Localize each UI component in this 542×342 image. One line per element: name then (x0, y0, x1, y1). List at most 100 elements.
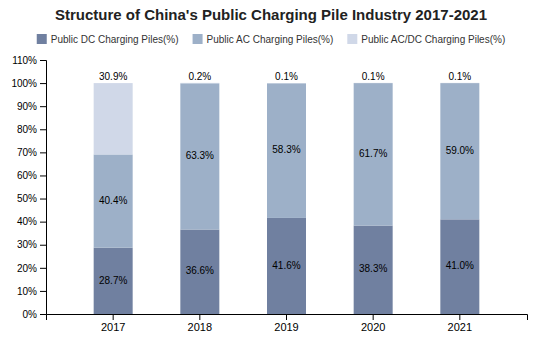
data-label: 30.9% (99, 71, 127, 82)
x-tick-label: 2018 (188, 321, 212, 333)
y-tick: 50% (17, 193, 46, 204)
bar-series (94, 218, 480, 314)
y-tick-mark (40, 291, 46, 292)
data-label: 41.6% (272, 260, 300, 271)
y-tick-mark (40, 106, 46, 107)
y-tick-label: 0% (23, 309, 38, 320)
bar-series (94, 83, 480, 155)
x-tick: 2019 (274, 314, 298, 333)
y-tick: 10% (17, 286, 46, 297)
title: Structure of China's Public Charging Pil… (55, 6, 487, 23)
data-label: 28.7% (99, 275, 127, 286)
legend-swatch (347, 34, 357, 44)
data-label: 58.3% (272, 144, 300, 155)
bar (354, 83, 393, 225)
legend-swatch (37, 34, 47, 44)
chart: Structure of China's Public Charging Pil… (0, 0, 542, 342)
x-tick-mark (199, 314, 200, 320)
y-tick-label: 110% (12, 55, 37, 66)
bar (94, 248, 133, 314)
x-tick-mark (113, 314, 114, 320)
plot: 0% 10% 20% 30% 40% 50% 60% 70% 80% 90% 100% 110% 201… (11, 55, 527, 333)
bar (354, 226, 393, 314)
y-tick-mark (40, 222, 46, 223)
y-axis-line (40, 61, 47, 315)
x-tick-label: 2019 (274, 321, 298, 333)
data-label: 38.3% (359, 263, 387, 274)
y-tick: 80% (17, 124, 46, 135)
y-tick-mark (40, 245, 46, 246)
data-label: 0.1% (275, 71, 298, 82)
data-label-series: 28.7% 36.6% 41.6% 38.3% 41.0% (99, 260, 474, 286)
legend-label: Public DC Charging Piles(%) (51, 34, 179, 45)
y-tick-mark (40, 175, 46, 176)
bars (94, 83, 480, 314)
y-tick: 100% (11, 78, 46, 89)
data-labels: 28.7% 36.6% 41.6% 38.3% 41.0% 40.4% 63.3% 58.3%… (99, 71, 474, 286)
y-tick-mark (40, 152, 46, 153)
legend-item: Public DC Charging Piles(%) (37, 34, 179, 45)
y-tick-mark (40, 199, 46, 200)
y-tick-label: 20% (17, 263, 37, 274)
legend-item: Public AC/DC Charging Piles(%) (347, 34, 505, 45)
y-tick: 30% (17, 239, 46, 250)
y-tick: 110% (12, 55, 46, 66)
x-tick: 2017 (101, 314, 125, 333)
data-label: 0.2% (188, 71, 211, 82)
data-label: 41.0% (446, 260, 474, 271)
y-tick-label: 40% (17, 216, 37, 227)
x-tick-label: 2017 (101, 321, 125, 333)
data-label-series: 40.4% 63.3% 58.3% 61.7% 59.0% (99, 144, 474, 205)
bar (267, 83, 306, 218)
x-tick-label: 2021 (448, 321, 472, 333)
y-tick-label: 60% (17, 170, 37, 181)
x-axis: 2017 2018 2019 2020 2021 (47, 314, 528, 333)
legend-item: Public AC Charging Piles(%) (193, 34, 334, 45)
y-axis: 0% 10% 20% 30% 40% 50% 60% 70% 80% 90% 100% 110% (11, 55, 46, 320)
bar (180, 82, 219, 83)
x-tick: 2021 (448, 314, 472, 333)
x-tick-mark (373, 314, 374, 320)
legend: Public DC Charging Piles(%) Public AC Cha… (37, 34, 506, 45)
x-tick-mark (286, 314, 287, 320)
y-tick-label: 90% (17, 101, 37, 112)
data-label-series: 30.9%0.2%0.1%0.1%0.1% (99, 71, 471, 82)
bar (354, 82, 393, 83)
y-tick-label: 80% (17, 124, 37, 135)
y-tick: 90% (17, 101, 46, 112)
y-tick-label: 50% (17, 193, 37, 204)
y-tick-mark (40, 268, 46, 269)
x-tick-label: 2020 (361, 321, 385, 333)
bar-series (94, 83, 480, 248)
x-axis-line (47, 315, 528, 321)
y-tick-mark (40, 83, 46, 84)
y-tick-label: 100% (11, 78, 37, 89)
bar (440, 82, 479, 83)
data-label: 40.4% (99, 195, 127, 206)
y-tick-label: 30% (17, 239, 37, 250)
data-label: 0.1% (448, 71, 471, 82)
y-tick: 0% (23, 309, 46, 320)
y-tick: 60% (17, 170, 46, 181)
y-tick-mark (40, 60, 46, 61)
legend-swatch (193, 34, 203, 44)
bar (94, 154, 133, 247)
bar (94, 83, 133, 154)
bar (440, 83, 479, 219)
y-tick-label: 10% (17, 286, 37, 297)
bar (440, 219, 479, 314)
x-tick: 2018 (188, 314, 212, 333)
bar (180, 83, 219, 229)
data-label: 59.0% (446, 145, 474, 156)
data-label: 36.6% (186, 265, 214, 276)
bar (267, 83, 306, 84)
legend-label: Public AC/DC Charging Piles(%) (361, 34, 505, 45)
x-tick-mark (459, 314, 460, 320)
y-tick-label: 70% (17, 147, 37, 158)
data-label: 61.7% (359, 148, 387, 159)
y-tick-mark (40, 129, 46, 130)
y-tick: 40% (17, 216, 46, 227)
y-tick: 20% (17, 263, 46, 274)
legend-label: Public AC Charging Piles(%) (207, 34, 334, 45)
data-label: 63.3% (186, 150, 214, 161)
